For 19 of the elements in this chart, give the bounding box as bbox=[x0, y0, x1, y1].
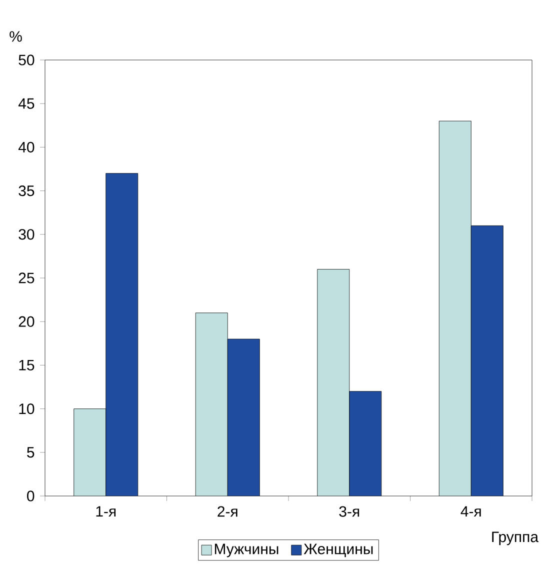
y-tick-label: 15 bbox=[19, 360, 34, 370]
x-tick-label: 4-я bbox=[460, 506, 481, 517]
legend-label: Мужчины bbox=[214, 544, 278, 558]
x-tick-label: 3-я bbox=[339, 506, 360, 517]
y-tick-label: 30 bbox=[18, 229, 34, 240]
y-tick-label: 40 bbox=[18, 142, 34, 152]
y-tick-label: 25 bbox=[18, 272, 34, 284]
y-tick-label: 10 bbox=[19, 403, 34, 414]
y-tick-label: 0 bbox=[27, 490, 34, 502]
x-tick-label: 1-я bbox=[96, 506, 116, 517]
x-tick-label: 2-я bbox=[218, 506, 238, 517]
legend-label: Женщины bbox=[304, 544, 373, 558]
y-tick-label: 45 bbox=[18, 98, 34, 109]
y-axis-title: % bbox=[10, 31, 22, 42]
y-tick-label: 35 bbox=[18, 185, 34, 196]
y-tick-label: 50 bbox=[18, 54, 34, 66]
x-axis-title: Группа bbox=[492, 532, 539, 546]
y-tick-label: 20 bbox=[18, 316, 34, 327]
y-tick-label: 5 bbox=[27, 447, 34, 458]
